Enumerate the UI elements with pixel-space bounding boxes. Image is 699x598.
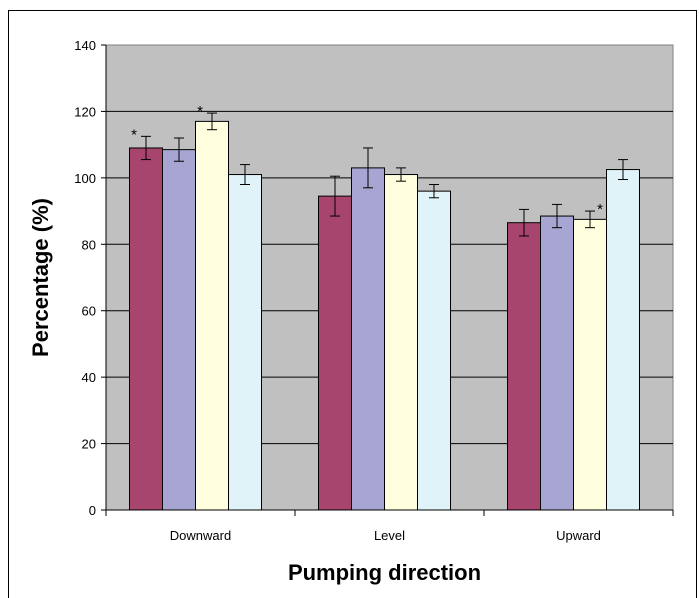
bar	[351, 167, 385, 511]
y-tick-label: 80	[82, 237, 96, 252]
bar	[606, 169, 640, 511]
bar	[228, 174, 262, 511]
y-tick-label: 60	[82, 304, 96, 319]
bar	[195, 120, 229, 511]
significance-star: *	[197, 103, 203, 120]
chart-frame	[8, 10, 697, 598]
bar	[417, 190, 451, 511]
x-axis-title: Pumping direction	[288, 560, 481, 585]
y-tick-labels: 0 20 40 60 80 100 120 140	[74, 38, 96, 518]
significance-star: *	[131, 126, 137, 143]
y-tick-label: 0	[89, 503, 96, 518]
bar	[318, 195, 352, 511]
y-tick-label: 20	[82, 437, 96, 452]
bar	[384, 174, 418, 511]
bar	[507, 222, 541, 511]
significance-star: *	[597, 201, 603, 218]
bar	[129, 147, 163, 511]
bar	[162, 149, 196, 511]
x-tick-label: Level	[374, 528, 405, 543]
y-tick-label: 40	[82, 370, 96, 385]
y-tick-label: 120	[74, 104, 96, 119]
y-axis-title: Percentage (%)	[28, 198, 53, 357]
x-tick-labels: Downward Level Upward	[170, 528, 601, 543]
bar	[540, 215, 574, 511]
y-tick-label: 100	[74, 171, 96, 186]
bars: * * *	[129, 103, 640, 511]
bar	[573, 218, 607, 511]
y-tick-label: 140	[74, 38, 96, 53]
x-tick-label: Upward	[556, 528, 601, 543]
axes	[101, 44, 674, 516]
x-tick-label: Downward	[170, 528, 231, 543]
